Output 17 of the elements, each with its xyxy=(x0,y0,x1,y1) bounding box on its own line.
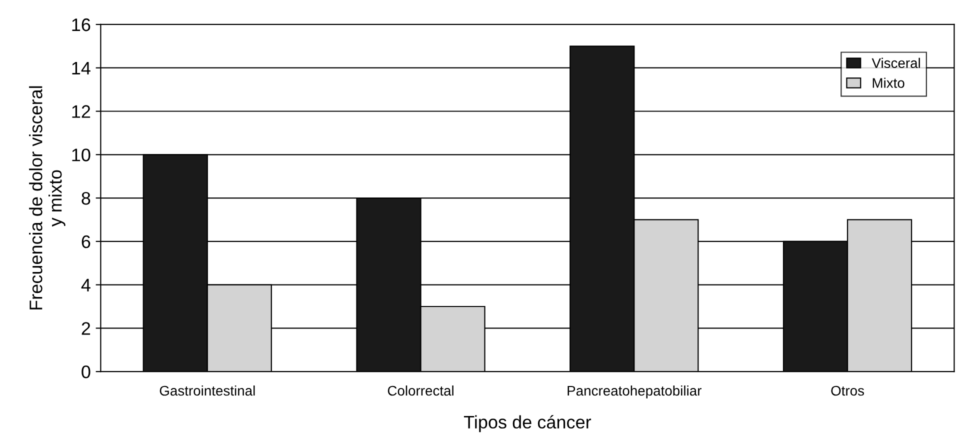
x-tick-label: Otros xyxy=(831,386,864,396)
x-tick-label: Colorrectal xyxy=(388,385,454,396)
y-tick-label: 0 xyxy=(82,366,90,378)
legend-label: Visceral xyxy=(872,58,920,68)
y-tick-label: 12 xyxy=(72,105,90,118)
y-tick-label: 2 xyxy=(82,322,90,335)
y-tick-label: 14 xyxy=(72,62,90,74)
x-axis-title: Tipos de cáncer xyxy=(464,415,592,432)
y-tick-label: 10 xyxy=(72,148,90,162)
x-tick-label: Gastrointestinal xyxy=(160,385,255,396)
y-tick-label: 16 xyxy=(72,18,90,32)
y-axis-title: Frecuencia de dolor visceral y mixto xyxy=(29,86,66,310)
y-tick-label: 4 xyxy=(81,278,90,292)
y-tick-label: 8 xyxy=(82,192,90,205)
x-tick-label: Pancreatohepatobiliar xyxy=(568,385,702,398)
y-tick-label: 6 xyxy=(82,235,90,248)
legend-label: Mixto xyxy=(872,78,904,88)
